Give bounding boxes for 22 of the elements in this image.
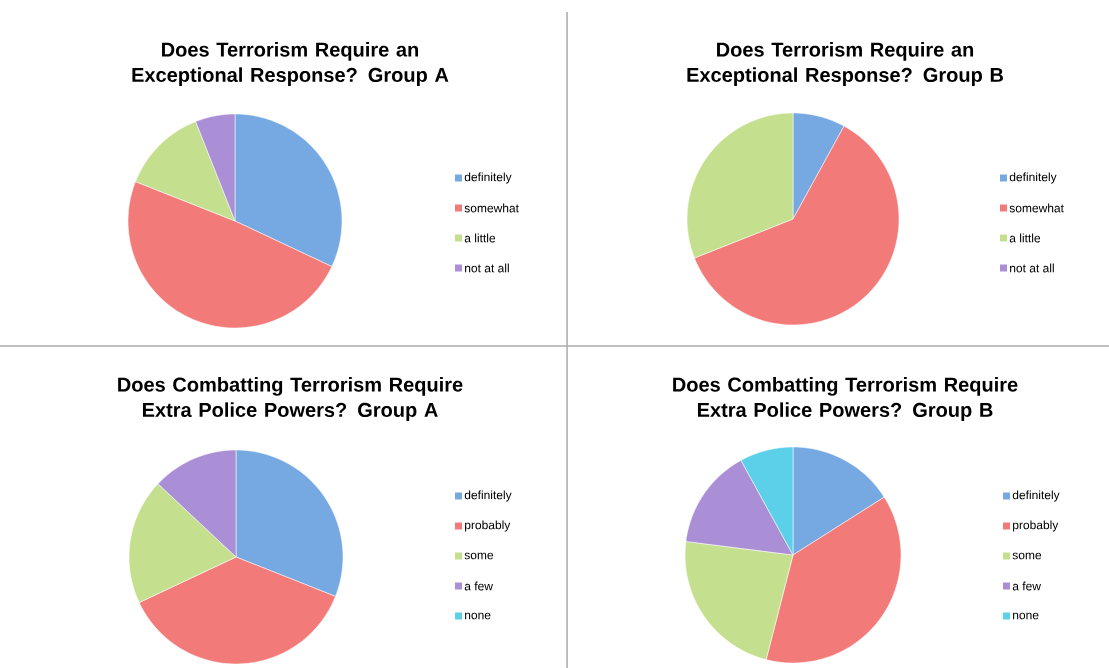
chart-title: Does Combatting Terrorism Require Extra Police Powers? Group B bbox=[673, 377, 1018, 421]
legend-label: not at all bbox=[465, 263, 509, 273]
legend-label: some bbox=[464, 552, 494, 560]
legend-label: none bbox=[465, 612, 491, 620]
legend-label: definitely bbox=[1012, 490, 1060, 502]
legend-label: definitely bbox=[464, 172, 512, 184]
legend-label: some bbox=[1012, 552, 1042, 560]
legend-label: a little bbox=[1009, 233, 1041, 243]
legend-label: a little bbox=[464, 233, 496, 243]
legend-label: probably bbox=[1013, 520, 1059, 532]
legend-label: not at all bbox=[1010, 263, 1054, 273]
legend-label: a few bbox=[1012, 581, 1041, 591]
legend-label: none bbox=[1013, 612, 1039, 620]
legend-label: somewhat bbox=[464, 203, 519, 213]
chart-title: Does Terrorism Require an Exceptional Response? Group A bbox=[132, 42, 449, 86]
legend-label: a few bbox=[464, 581, 493, 591]
chart-title: Does Combatting Terrorism Require Extra Police Powers? Group A bbox=[118, 377, 463, 421]
legend-label: definitely bbox=[464, 490, 512, 502]
legend-label: definitely bbox=[1009, 172, 1057, 184]
legend-label: probably bbox=[465, 520, 511, 532]
chart-title: Does Terrorism Require an Exceptional Response? Group B bbox=[687, 42, 1004, 86]
legend-label: somewhat bbox=[1009, 203, 1064, 213]
